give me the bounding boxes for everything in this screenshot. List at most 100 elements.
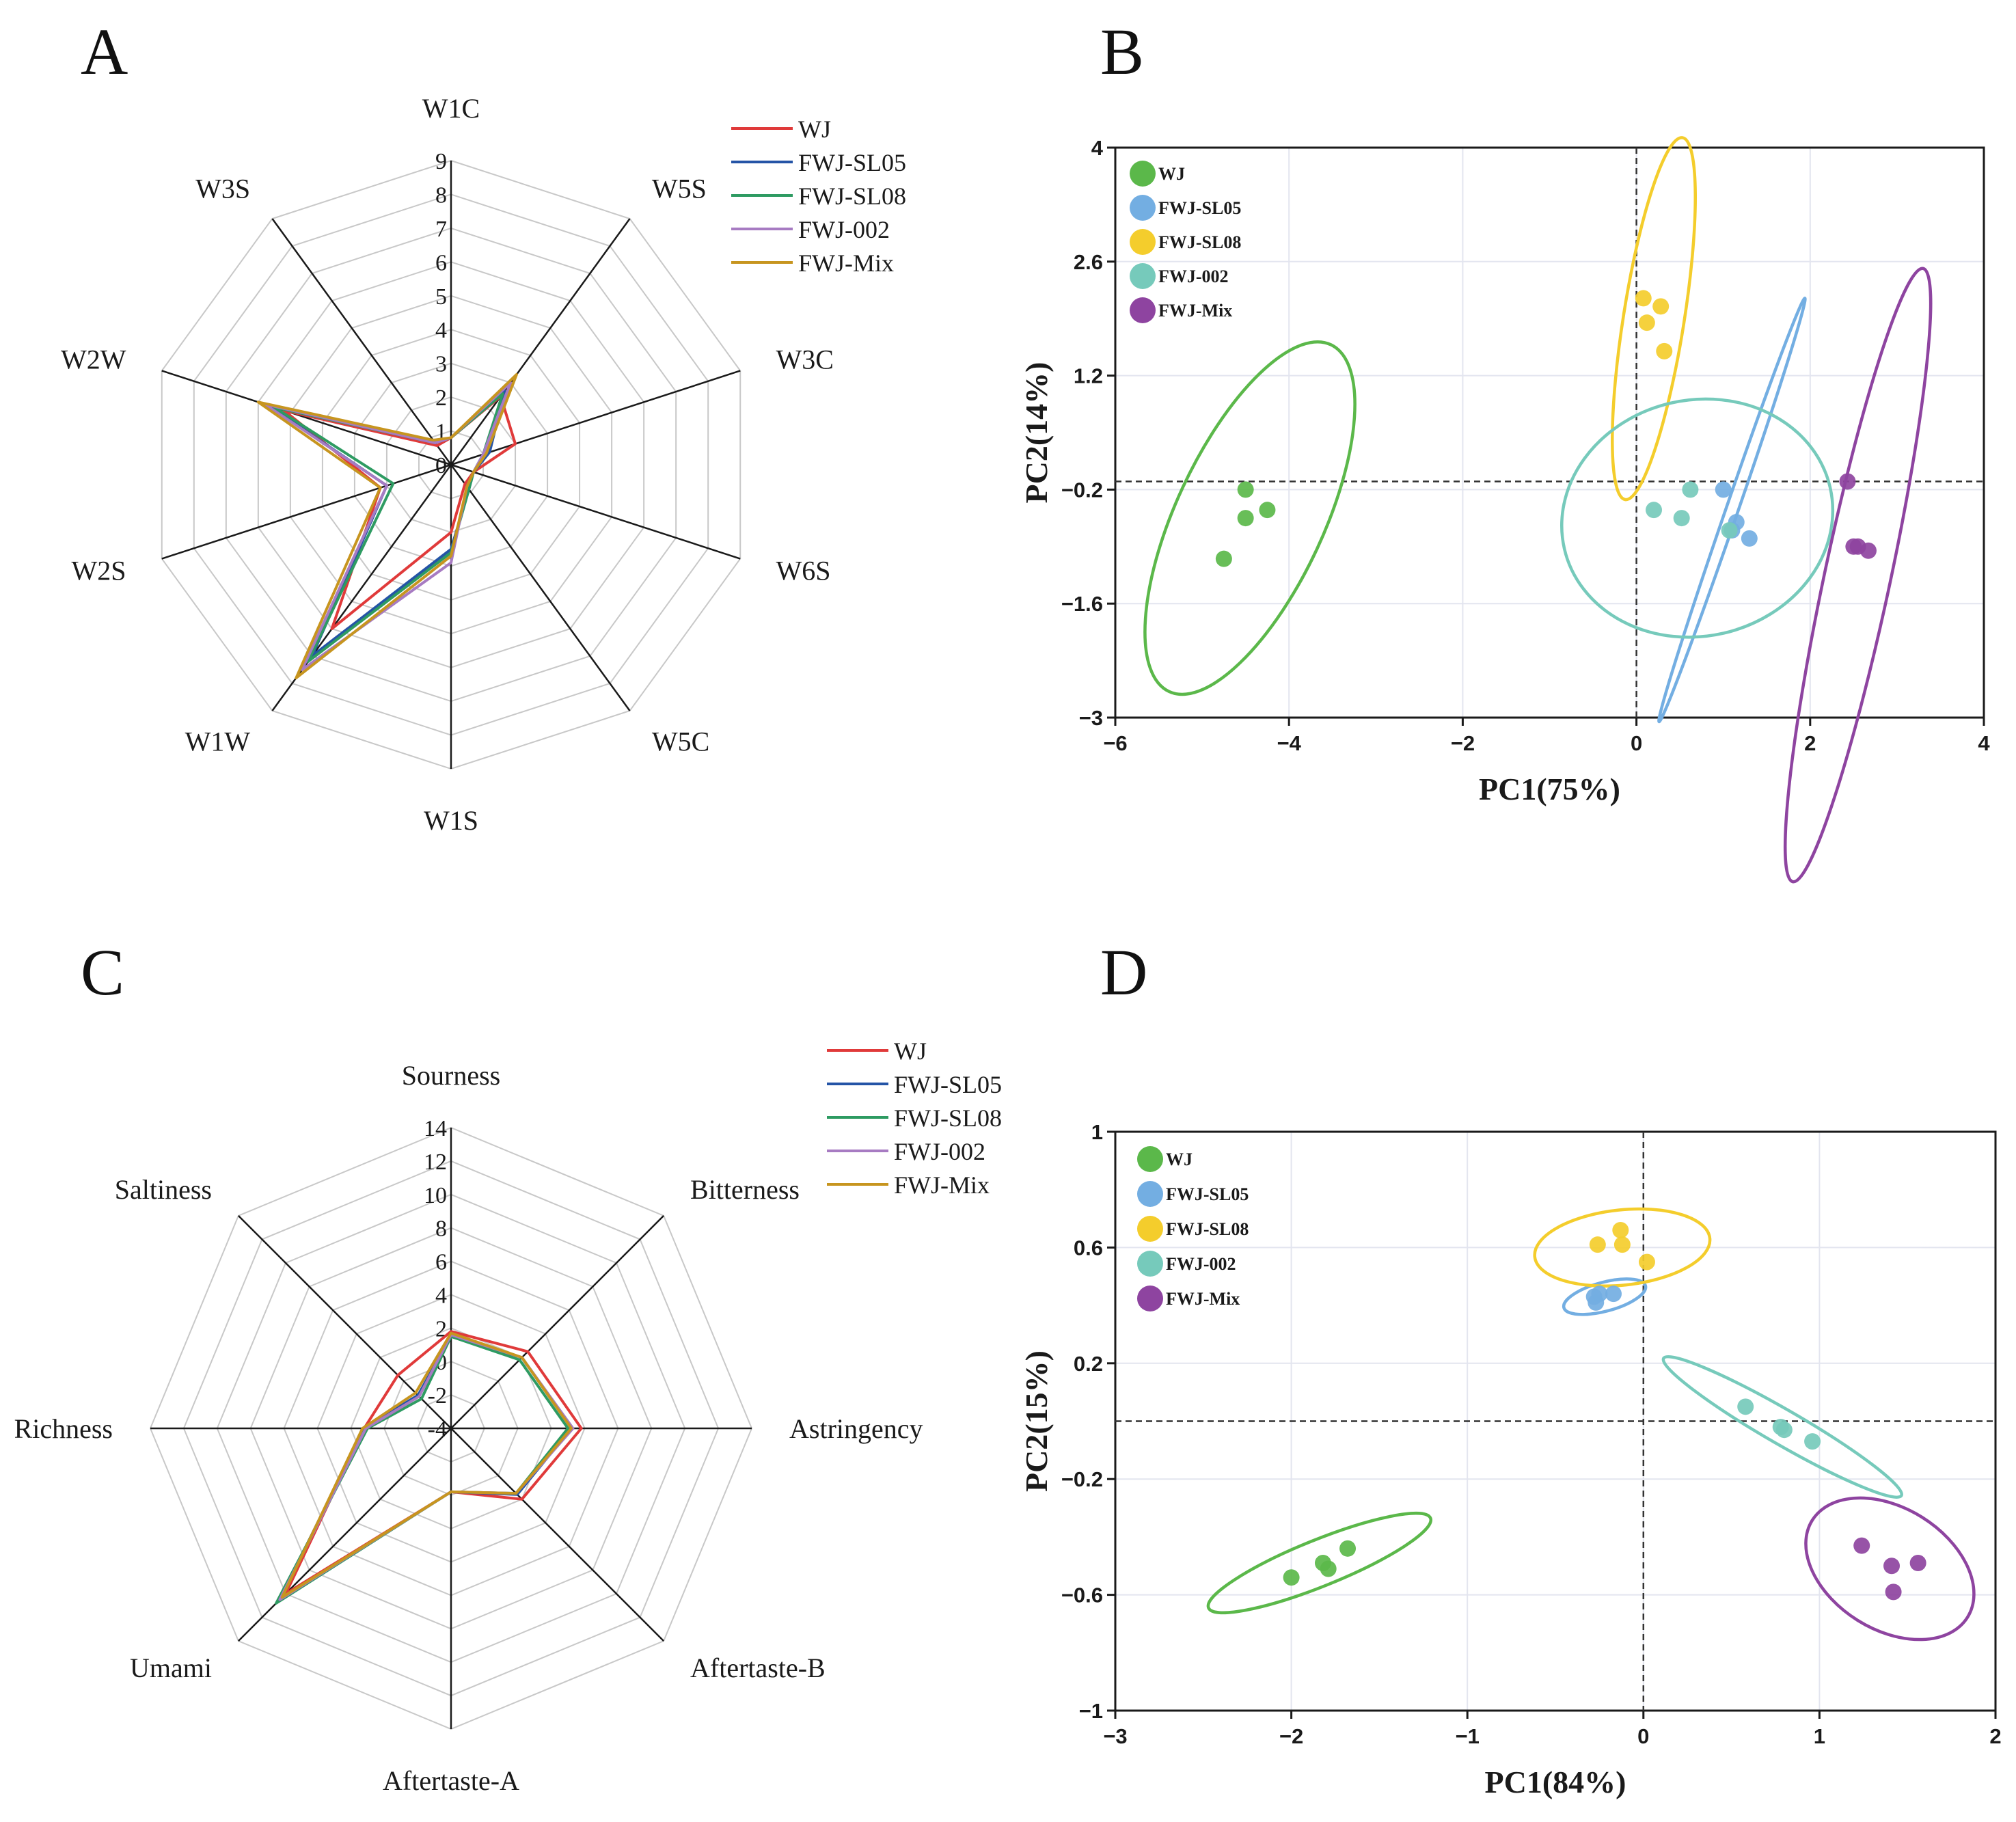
radar-spoke [450,1428,665,1642]
data-point-fwj-002 [1682,481,1699,498]
data-point-fwj-sl08 [1613,1236,1631,1253]
radar-axis-label-w3c: W3C [776,344,834,375]
legend-marker-fwj-sl08 [1137,1216,1163,1242]
radar-axis-label-w1w: W1W [185,726,251,757]
pca-chart-b: −6 −4 −2 0 2 4 −3 −1.6 −0.2 1.2 2.6 4 PC1(75%) PC2(14… [1019,136,1990,884]
radar-axis-label-w2w: W2W [61,344,126,375]
radar-series-fwj-mix [280,1331,573,1599]
radar-axis-label-w2s: W2S [71,556,126,586]
confidence-ellipse-fwj-sl05 [1657,297,1807,724]
legend-label-fwj-sl05: FWJ-SL05 [1158,198,1241,218]
data-point-fwj-002 [1775,1422,1793,1439]
x-tick-label: 1 [1814,1724,1825,1748]
data-point-fwj-sl05 [1605,1286,1622,1303]
data-point-fwj-002 [1737,1398,1754,1415]
legend-label-wj: WJ [894,1037,927,1065]
legend-marker-fwj-mix [1130,297,1156,323]
radar-tick-label: 3 [435,352,447,377]
legend-label-fwj-sl05: FWJ-SL05 [1166,1184,1249,1204]
x-axis-title: PC1(75%) [1479,772,1620,806]
data-point-fwj-sl05 [1588,1294,1605,1311]
radar-spoke [450,218,631,465]
legend-label-fwj-002: FWJ-002 [798,216,890,243]
radar-tick-label: 14 [424,1116,447,1141]
data-point-fwj-sl08 [1652,298,1670,315]
y-tick-label: 4 [1091,136,1104,160]
radar-axis-label-w1c: W1C [422,93,480,124]
radar-axis-label-umami: Umami [130,1653,212,1683]
plot-frame [1114,146,1985,719]
radar-axis-label-saltiness: Saltiness [115,1174,212,1205]
radar-spoke [450,370,741,466]
radar-chart-c: Sourness Bitterness Astringency Aftertaste-… [14,1037,1002,1796]
y-tick-label: −1.6 [1061,592,1103,616]
x-axis-title: PC1(84%) [1485,1765,1626,1799]
confidence-ellipse-fwj-mix [1804,1496,1976,1642]
legend-label-fwj-sl05: FWJ-SL05 [798,149,906,176]
data-point-wj [1339,1540,1357,1557]
radar-series-fwj-sl08 [275,1335,570,1605]
data-point-fwj-mix [1885,1583,1902,1601]
x-tick-label: −2 [1451,731,1475,755]
data-point-fwj-mix [1909,1555,1926,1572]
radar-axis-label-bitterness: Bitterness [690,1174,800,1205]
legend-marker-wj [1130,161,1156,187]
radar-tick-label: 6 [435,1250,447,1275]
legend-label-fwj-mix: FWJ-Mix [1166,1289,1240,1309]
legend-marker-fwj-sl08 [1130,229,1156,255]
legend-label-fwj-sl08: FWJ-SL08 [894,1104,1002,1132]
data-point-fwj-sl05 [1715,481,1732,498]
legend-label-fwj-sl05: FWJ-SL05 [894,1071,1002,1098]
data-point-wj [1237,510,1254,527]
x-tick-label: −4 [1277,731,1302,755]
y-axis-title: PC2(15%) [1019,1350,1054,1492]
data-point-wj [1215,550,1232,567]
radar-series-wj [282,394,517,631]
x-tick-label: 2 [1989,1724,2001,1748]
legend-marker-fwj-002 [1130,263,1156,289]
legend-marker-fwj-sl05 [1130,195,1156,221]
radar-spoke [237,1428,452,1642]
data-point-wj [1320,1560,1337,1577]
legend-marker-fwj-sl05 [1137,1181,1163,1207]
data-point-fwj-mix [1883,1558,1901,1575]
radar-spoke [450,463,741,560]
radar-spoke [161,370,452,466]
data-point-fwj-002 [1804,1433,1821,1450]
panel-label-c: C [81,936,124,1009]
radar-axis-label-sourness: Sourness [402,1060,500,1091]
data-point-wj [1237,481,1254,498]
radar-tick-label: 0 [435,453,447,478]
radar-axis-label-w5s: W5S [652,173,707,204]
data-point-fwj-002 [1646,502,1663,519]
radar-tick-label: 8 [435,182,447,208]
x-tick-label: 0 [1631,731,1642,755]
radar-tick-label: 4 [435,318,447,343]
y-tick-label: −0.6 [1061,1583,1103,1607]
x-tick-label: −2 [1279,1724,1303,1748]
y-tick-label: 2.6 [1074,250,1103,274]
radar-tick-label: 9 [435,149,447,174]
legend-label-fwj-mix: FWJ-Mix [798,249,894,277]
x-tick-label: 4 [1978,731,1990,755]
radar-axis-label-w5c: W5C [652,726,709,757]
radar-axis-label-aftertaste-a: Aftertaste-A [383,1765,519,1796]
y-axis-title: PC2(14%) [1019,362,1054,504]
legend-marker-fwj-mix [1137,1286,1163,1311]
y-tick-label: −1 [1079,1699,1103,1723]
confidence-ellipse-wj [1206,1512,1432,1615]
data-point-fwj-sl08 [1612,1221,1629,1238]
y-tick-label: −0.2 [1061,478,1103,502]
radar-axis-label-w3s: W3S [195,173,250,204]
legend-label-fwj-sl08: FWJ-SL08 [1166,1219,1249,1239]
x-tick-label: −1 [1456,1724,1480,1748]
panel-label-b: B [1100,15,1144,88]
panel-label-d: D [1100,936,1147,1009]
legend-label-fwj-mix: FWJ-Mix [894,1171,990,1199]
data-point-wj [1283,1569,1300,1586]
data-point-fwj-mix [1860,542,1877,559]
radar-axis-label-richness: Richness [14,1413,113,1444]
radar-tick-label: 5 [435,284,447,310]
y-tick-label: −0.2 [1061,1467,1103,1491]
